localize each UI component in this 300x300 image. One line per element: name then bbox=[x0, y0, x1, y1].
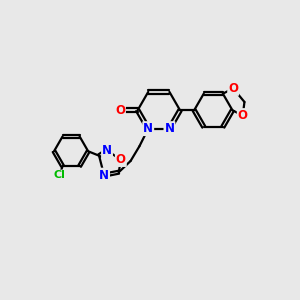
Text: N: N bbox=[143, 122, 153, 135]
Text: O: O bbox=[238, 109, 248, 122]
Text: Cl: Cl bbox=[54, 170, 65, 181]
Text: O: O bbox=[116, 153, 126, 166]
Text: O: O bbox=[228, 82, 238, 95]
Text: N: N bbox=[99, 169, 109, 182]
Text: N: N bbox=[164, 122, 174, 135]
Text: O: O bbox=[115, 104, 125, 117]
Text: N: N bbox=[102, 144, 112, 157]
